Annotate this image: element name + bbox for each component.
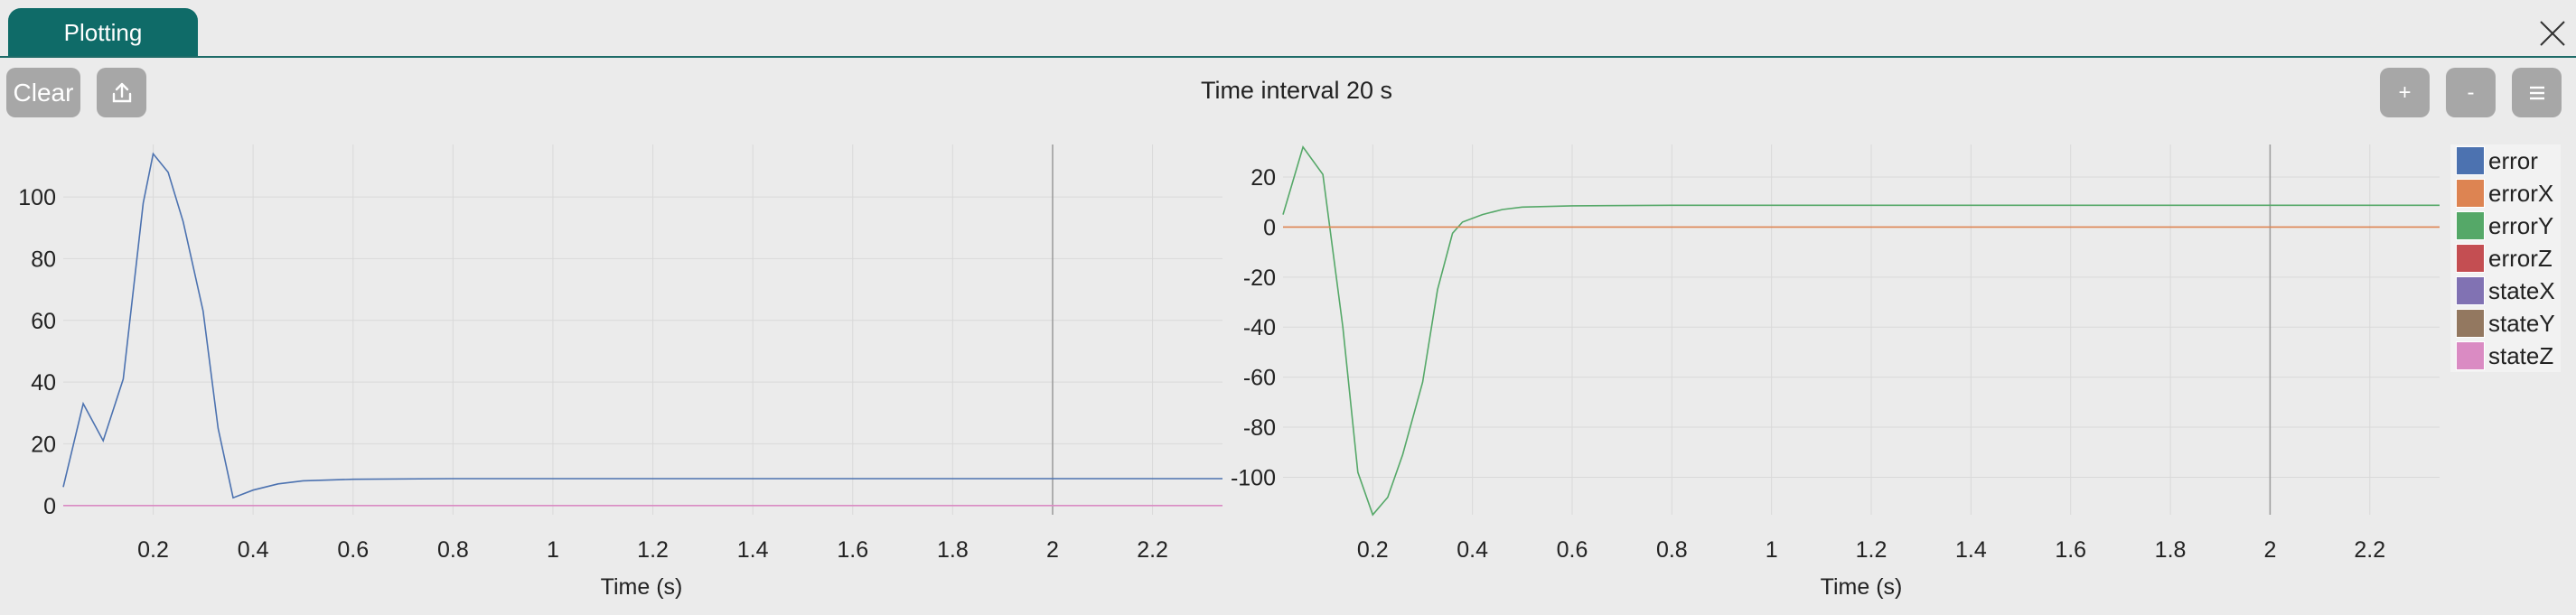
x-tick-label: 1.2	[1856, 537, 1888, 563]
legend-item-errorZ[interactable]: errorZ	[2450, 242, 2561, 275]
y-tick-label: 40	[31, 370, 56, 396]
x-tick-label: 0.8	[437, 537, 469, 563]
tab-bar: Plotting	[0, 0, 2576, 58]
x-tick-label: 0.2	[137, 537, 169, 563]
y-tick-label: 0	[1263, 215, 1276, 240]
y-tick-label: -20	[1243, 266, 1276, 291]
legend-item-errorX[interactable]: errorX	[2450, 177, 2561, 210]
x-tick-label: 1	[547, 537, 559, 563]
x-tick-label: 0.6	[1557, 537, 1588, 563]
y-tick-label: 20	[1251, 165, 1276, 191]
x-tick-label: 1.4	[1955, 537, 1987, 563]
x-axis-label: Time (s)	[1821, 574, 1903, 600]
legend-label: errorX	[2488, 179, 2554, 207]
zoom-in-button[interactable]: +	[2380, 68, 2430, 117]
legend-swatch	[2456, 276, 2485, 305]
upload-icon	[112, 82, 131, 102]
upload-button[interactable]	[97, 68, 146, 117]
clear-button[interactable]: Clear	[6, 68, 80, 117]
legend-swatch	[2456, 211, 2485, 240]
legend-label: stateZ	[2488, 341, 2554, 369]
y-tick-label: 60	[31, 309, 56, 334]
x-tick-label: 0.6	[337, 537, 369, 563]
legend-swatch	[2456, 341, 2485, 370]
x-tick-label: 2	[1046, 537, 1059, 563]
legend-label: errorY	[2488, 211, 2554, 239]
legend-swatch	[2456, 309, 2485, 338]
y-tick-label: 0	[43, 494, 56, 519]
legend-item-stateY[interactable]: stateY	[2450, 307, 2561, 340]
legend-item-errorY[interactable]: errorY	[2450, 210, 2561, 242]
x-tick-label: 0.4	[238, 537, 269, 563]
series-line-error	[62, 152, 1222, 499]
tab-plotting[interactable]: Plotting	[8, 8, 198, 58]
y-tick-label: -100	[1231, 465, 1276, 490]
y-tick-label: 20	[31, 432, 56, 457]
legend-item-stateZ[interactable]: stateZ	[2450, 340, 2561, 372]
legend-label: stateX	[2488, 276, 2555, 304]
x-tick-label: 2	[2263, 537, 2276, 563]
legend-item-stateX[interactable]: stateX	[2450, 275, 2561, 307]
x-tick-label: 0.8	[1656, 537, 1688, 563]
x-tick-label: 1.6	[2055, 537, 2086, 563]
y-tick-label: -80	[1243, 415, 1276, 441]
legend-swatch	[2456, 146, 2485, 175]
x-tick-label: 1.8	[2155, 537, 2187, 563]
x-tick-label: 1.6	[837, 537, 868, 563]
y-tick-label: -60	[1243, 366, 1276, 391]
x-tick-label: 0.2	[1357, 537, 1389, 563]
legend-label: errorZ	[2488, 244, 2553, 272]
zoom-out-button[interactable]: -	[2446, 68, 2496, 117]
hamburger-menu-icon	[2529, 86, 2544, 99]
time-interval-label: Time interval 20 s	[1200, 77, 1393, 104]
x-tick-label: 0.4	[1457, 537, 1488, 563]
legend-swatch	[2456, 179, 2485, 208]
y-tick-label: -40	[1243, 315, 1276, 340]
x-tick-label: 1.2	[637, 537, 669, 563]
legend-item-error[interactable]: error	[2450, 144, 2561, 177]
y-tick-label: 100	[18, 185, 56, 210]
legend: error errorX errorY errorZ stateX stateY state…	[2450, 144, 2561, 372]
legend-label: stateY	[2488, 309, 2555, 337]
close-icon[interactable]	[2537, 18, 2568, 49]
y-tick-label: 80	[31, 247, 56, 272]
legend-label: error	[2488, 146, 2538, 174]
x-tick-label: 1	[1766, 537, 1778, 563]
x-axis-label: Time (s)	[601, 574, 683, 600]
x-tick-label: 1.8	[937, 537, 969, 563]
x-tick-label: 2.2	[2354, 537, 2385, 563]
x-tick-label: 2.2	[1137, 537, 1168, 563]
x-tick-label: 1.4	[737, 537, 769, 563]
legend-swatch	[2456, 244, 2485, 273]
series-line-errorY	[1282, 145, 2440, 517]
menu-button[interactable]	[2512, 68, 2562, 117]
